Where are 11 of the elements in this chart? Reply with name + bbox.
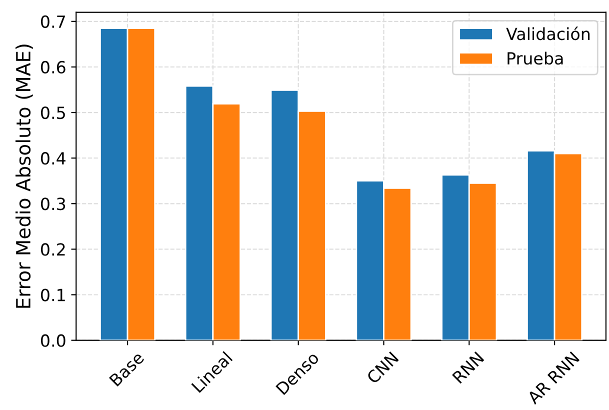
y-tick-label: 0.5 (40, 106, 65, 120)
y-tick-label: 0.1 (40, 288, 65, 302)
y-tick-label: 0.4 (40, 152, 66, 165)
legend-label: Prueba (508, 52, 563, 65)
y-tick-label: 0.7 (40, 15, 65, 28)
y-tick-label: 0.0 (40, 334, 66, 347)
y-tick-label: 0.6 (40, 60, 66, 74)
y-tick-label: 0.3 (40, 198, 66, 210)
y-tick-label: 0.2 (40, 243, 65, 256)
y-axis-title: Error Medio Absoluto (MAE) (16, 44, 33, 308)
legend-label: Validación (506, 26, 590, 40)
